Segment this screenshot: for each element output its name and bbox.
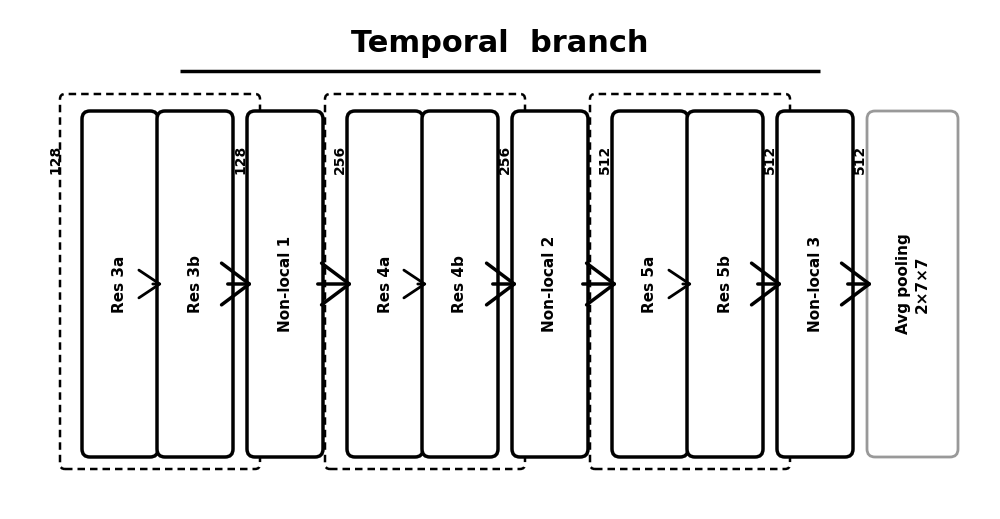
FancyBboxPatch shape <box>422 111 498 457</box>
FancyBboxPatch shape <box>247 111 323 457</box>
Text: Res 3a: Res 3a <box>112 255 128 312</box>
Text: 512: 512 <box>853 144 867 174</box>
FancyBboxPatch shape <box>777 111 853 457</box>
Text: Non-local 3: Non-local 3 <box>808 236 822 332</box>
Text: 256: 256 <box>333 144 347 173</box>
Text: Temporal  branch: Temporal branch <box>351 30 649 59</box>
Text: Res 5a: Res 5a <box>642 255 658 312</box>
Text: 128: 128 <box>233 144 247 174</box>
FancyBboxPatch shape <box>157 111 233 457</box>
FancyBboxPatch shape <box>687 111 763 457</box>
Text: Avg pooling
2×7×7: Avg pooling 2×7×7 <box>896 234 929 334</box>
Text: 256: 256 <box>498 144 512 173</box>
FancyBboxPatch shape <box>612 111 688 457</box>
FancyBboxPatch shape <box>867 111 958 457</box>
FancyBboxPatch shape <box>82 111 158 457</box>
Text: 512: 512 <box>598 144 612 174</box>
Text: Res 5b: Res 5b <box>718 255 732 313</box>
Text: Res 4a: Res 4a <box>378 255 392 312</box>
Text: Res 4b: Res 4b <box>452 255 468 313</box>
Text: Non-local 2: Non-local 2 <box>542 236 558 332</box>
Text: Res 3b: Res 3b <box>188 255 202 313</box>
Text: 128: 128 <box>48 144 62 174</box>
FancyBboxPatch shape <box>512 111 588 457</box>
Text: 512: 512 <box>763 144 777 174</box>
Text: Non-local 1: Non-local 1 <box>278 236 292 332</box>
FancyBboxPatch shape <box>347 111 423 457</box>
